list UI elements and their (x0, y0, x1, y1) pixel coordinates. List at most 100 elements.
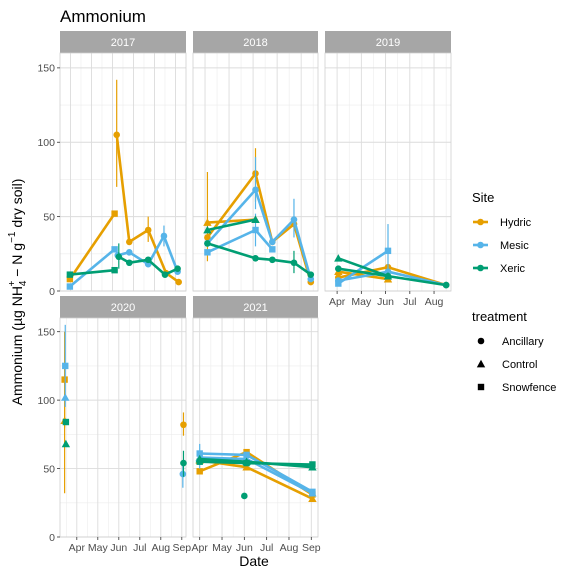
legend-treatment-item: Ancillary (502, 336, 544, 348)
strip-label-2021: 2021 (243, 302, 267, 314)
data-point (269, 238, 276, 246)
series-xeric-control (61, 439, 71, 448)
series-line (68, 212, 116, 280)
data-point (144, 226, 152, 234)
data-point (290, 259, 298, 267)
x-tick-label: May (212, 542, 233, 554)
data-point (62, 362, 69, 370)
data-point (334, 254, 343, 262)
data-point (203, 218, 212, 226)
series-xeric-ancillary (335, 265, 450, 289)
data-point (335, 277, 342, 284)
series-hydric-ancillary (180, 412, 187, 436)
y-tick-label: 100 (37, 137, 55, 149)
panel-border (59, 317, 187, 538)
x-tick-label: May (351, 296, 372, 308)
y-tick-label: 0 (49, 286, 55, 298)
panel-border (324, 52, 452, 292)
data-point (204, 240, 211, 247)
data-point (384, 247, 392, 255)
series-hydric-ancillary (113, 79, 182, 286)
series-xeric-ancillary (180, 450, 187, 477)
data-point (195, 454, 204, 463)
data-point (161, 271, 169, 278)
legend-site-title: Site (472, 190, 494, 205)
data-point (204, 249, 211, 256)
data-point (111, 266, 118, 274)
data-point (308, 494, 317, 503)
series-xeric-control (195, 454, 317, 471)
legend-site-item: Hydric (500, 217, 532, 229)
x-tick-label: Apr (192, 542, 209, 554)
series-xeric-control (203, 215, 260, 234)
x-tick-label: Jul (403, 296, 416, 308)
series-line (207, 218, 256, 232)
data-point (66, 283, 74, 290)
strip-2019 (325, 31, 451, 53)
y-tick-label: 50 (43, 211, 55, 223)
x-tick-label: Aug (280, 542, 299, 554)
x-tick-label: Jun (110, 542, 127, 554)
data-point (196, 468, 203, 475)
data-point (242, 457, 251, 466)
data-point (66, 275, 74, 283)
x-tick-label: Jul (133, 542, 146, 554)
data-point (180, 421, 187, 429)
data-point (252, 226, 259, 234)
data-point (251, 215, 260, 223)
legend-treatment-item: Snowfence (502, 382, 556, 394)
data-point (62, 418, 70, 426)
panel-2020: 2020 0 50 100 150 Apr May Jun Jul Aug Sep (37, 296, 191, 554)
data-point (308, 489, 317, 497)
series-line (69, 248, 116, 288)
legend-treatment-title: treatment (472, 309, 527, 324)
x-tick-label: Apr (69, 542, 86, 554)
series-xeric-snowfence (66, 266, 118, 278)
panel-2019: 2019 Apr May Jun Jul Aug (324, 31, 452, 308)
data-point (335, 265, 342, 272)
series-mesic-snowfence (66, 246, 118, 290)
data-point (126, 249, 133, 256)
data-point (175, 278, 182, 286)
y-tick-label: 50 (43, 463, 55, 475)
series-xeric-ancillary (115, 243, 181, 278)
data-point (160, 232, 168, 240)
strip-label-2017: 2017 (111, 37, 135, 49)
legend-site: Site Hydric Mesic Xeric (472, 190, 532, 275)
panel-2018: 2018 (192, 31, 319, 292)
x-tick-label: Jun (377, 296, 394, 308)
data-point (115, 253, 123, 261)
strip-label-2020: 2020 (111, 302, 135, 314)
series-line (69, 268, 115, 276)
data-point (203, 225, 212, 234)
x-tick-label: Aug (151, 542, 170, 554)
x-tick-label: Sep (172, 542, 191, 554)
series-xeric-ancillary (204, 240, 315, 278)
series-xeric-ancillary (241, 492, 248, 500)
panel-border (192, 52, 319, 292)
data-point (61, 393, 70, 401)
data-point (269, 256, 276, 264)
strip-2018 (193, 31, 318, 53)
data-point (126, 259, 133, 267)
legend-site-item: Xeric (500, 263, 526, 275)
x-tick-label: May (88, 542, 109, 554)
panel-border (59, 52, 187, 292)
strip-label-2019: 2019 (376, 37, 400, 49)
y-tick-label: 150 (37, 63, 55, 75)
data-point (61, 439, 71, 448)
series-hydric-snowfence (66, 210, 118, 283)
data-point (308, 462, 317, 471)
data-point (111, 210, 118, 217)
data-point (241, 492, 248, 500)
legend-treatment: treatment Ancillary Control Snowfence (472, 309, 556, 394)
legend-key-point (477, 218, 484, 226)
legend-site-item: Mesic (500, 240, 529, 252)
data-point (252, 254, 259, 262)
x-tick-label: Aug (425, 296, 444, 308)
data-point (204, 234, 211, 241)
chart-title: Ammonium (60, 7, 146, 26)
x-tick-label: Jun (236, 542, 253, 554)
legend-key-point (477, 264, 484, 272)
